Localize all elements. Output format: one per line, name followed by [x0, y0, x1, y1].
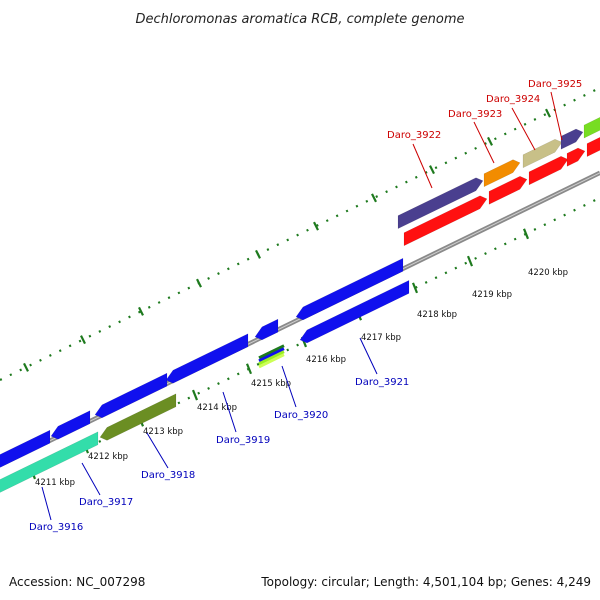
label-Daro_3925: Daro_3925 — [528, 79, 582, 90]
kbp-ticks: 4211 kbp 4212 kbp 4213 kbp 4214 kbp 4215 kbp… — [0, 86, 600, 491]
label-Daro_3923: Daro_3923 — [448, 109, 502, 120]
leader-Daro_3918 — [146, 432, 169, 469]
major-tick-outer — [23, 362, 29, 372]
feature-tracks — [0, 117, 600, 493]
gene-Daro_3922 — [397, 177, 484, 230]
leader-Daro_3924 — [511, 107, 536, 151]
cds-forward — [488, 175, 528, 205]
leader-Daro_3922 — [412, 143, 433, 189]
leader-Daro_3923 — [473, 121, 495, 164]
gene-labels: Daro_3922 Daro_3923 Daro_3924 Daro_3925 Daro… — [29, 79, 582, 533]
major-tick-inner — [466, 255, 474, 267]
gene-leader-lines — [41, 91, 563, 521]
leader-Daro_3920 — [281, 365, 297, 408]
gene-Daro_3920-segment — [258, 347, 285, 363]
leader-Daro_3925 — [550, 91, 563, 141]
label-Daro_3924: Daro_3924 — [486, 94, 540, 105]
kbp-tick-label: 4214 kbp — [197, 403, 237, 413]
cds-reverse — [254, 318, 279, 341]
outer-tick-rail — [0, 86, 600, 381]
label-Daro_3922: Daro_3922 — [387, 130, 441, 141]
leader-Daro_3921 — [359, 337, 378, 375]
accession-label: Accession: NC_007298 — [9, 575, 145, 589]
major-tick-outer — [429, 165, 435, 175]
kbp-tick-label: 4216 kbp — [306, 355, 346, 365]
inner-tick-rail — [0, 196, 600, 491]
cds-reverse — [165, 333, 249, 384]
kbp-tick-label: 4218 kbp — [417, 310, 457, 320]
major-tick-inner — [522, 228, 530, 240]
gene-Daro_3924 — [522, 138, 563, 169]
major-tick-outer — [196, 278, 202, 288]
cds-forward — [403, 195, 488, 247]
major-tick-inner — [191, 389, 199, 401]
cds-reverse — [295, 257, 404, 321]
major-tick-outer — [313, 221, 319, 231]
cds-forward — [528, 156, 569, 186]
major-tick-outer — [255, 249, 261, 259]
label-Daro_3917: Daro_3917 — [79, 497, 133, 508]
kbp-tick-label: 4212 kbp — [88, 452, 128, 462]
leader-Daro_3917 — [81, 462, 101, 496]
label-Daro_3920: Daro_3920 — [274, 410, 328, 421]
cds-forward — [586, 137, 600, 158]
cds-forward — [566, 147, 586, 167]
kbp-tick-label: 4220 kbp — [528, 268, 568, 278]
label-Daro_3921: Daro_3921 — [355, 377, 409, 388]
gene-Daro_3916 — [0, 431, 99, 493]
cds-reverse — [94, 372, 168, 419]
major-tick-outer — [487, 136, 493, 146]
major-tick-outer — [371, 193, 377, 203]
label-Daro_3918: Daro_3918 — [141, 470, 195, 481]
kbp-tick-label: 4211 kbp — [35, 478, 75, 488]
gene-Daro_3918 — [99, 393, 177, 441]
gene-offscreen — [583, 117, 600, 139]
gene-Daro_3923 — [483, 159, 521, 188]
cds-reverse — [0, 429, 51, 468]
gene-Daro_3920-segment — [258, 353, 285, 369]
genome-summary: Topology: circular; Length: 4,501,104 bp… — [260, 575, 591, 589]
label-Daro_3919: Daro_3919 — [216, 435, 270, 446]
gene-Daro_3920-segment — [258, 344, 285, 360]
major-tick-outer — [138, 306, 144, 316]
kbp-tick-label: 4219 kbp — [472, 290, 512, 300]
cds-reverse — [50, 410, 91, 440]
major-tick-inner — [245, 363, 253, 375]
gene-Daro_3920-segment — [258, 350, 285, 366]
kbp-tick-label: 4215 kbp — [251, 379, 291, 389]
kbp-tick-label: 4213 kbp — [143, 427, 183, 437]
kbp-tick-label: 4217 kbp — [361, 333, 401, 343]
leader-Daro_3919 — [222, 391, 237, 433]
major-tick-inner — [411, 282, 419, 294]
major-tick-outer — [80, 335, 86, 345]
major-tick-outer — [545, 108, 551, 118]
label-Daro_3916: Daro_3916 — [29, 522, 83, 533]
genome-title: Dechloromonas aromatica RCB, complete ge… — [135, 12, 464, 27]
leader-Daro_3916 — [41, 486, 52, 521]
gene-Daro_3925 — [560, 128, 584, 150]
gene-Daro_3921 — [299, 279, 410, 344]
